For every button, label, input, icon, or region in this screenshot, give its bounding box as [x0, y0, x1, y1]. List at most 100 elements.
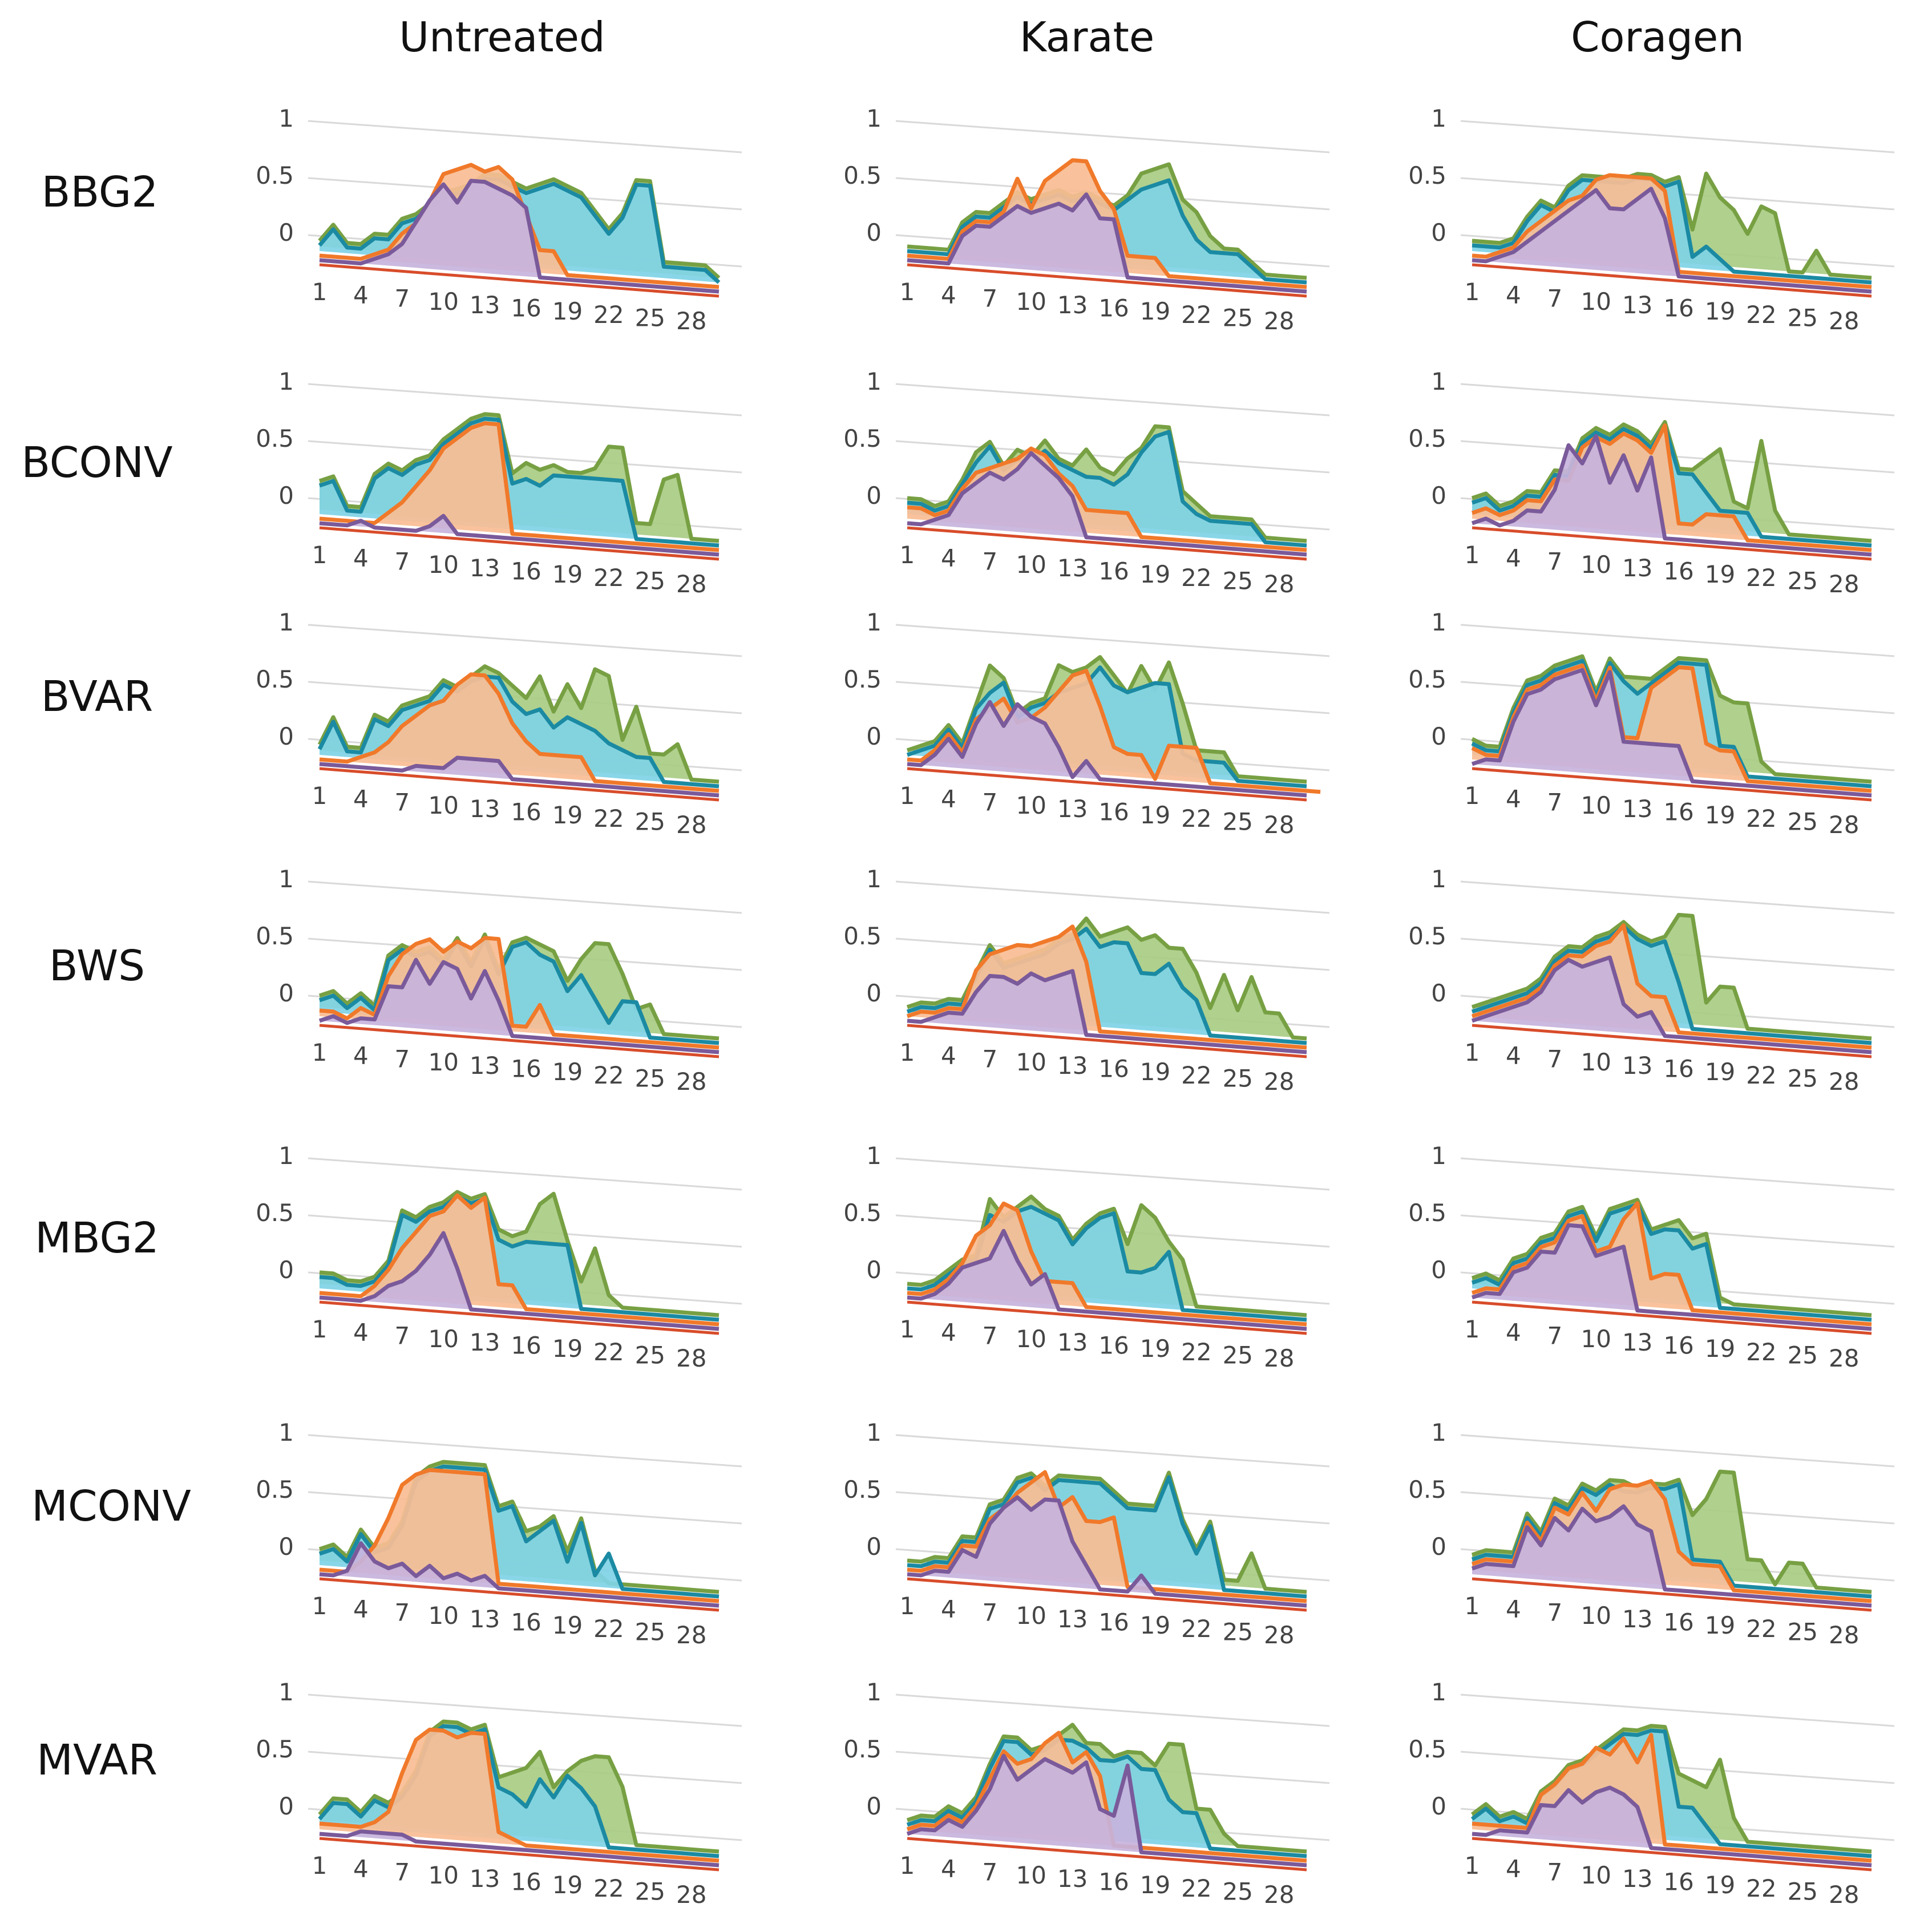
gridline — [895, 880, 1330, 914]
x-tick-label: 22 — [1746, 1061, 1776, 1089]
gridline — [308, 1693, 742, 1727]
x-tick-label: 7 — [394, 788, 410, 816]
x-tick-label: 25 — [1223, 1878, 1253, 1906]
panel-bbg2-untreated: 10.501 4 7 10 13 16 19 22 25 28 — [256, 104, 742, 335]
x-tick-label: 19 — [1140, 1611, 1170, 1639]
x-tick-label: 10 — [1581, 1861, 1611, 1889]
x-tick-label: 1 — [1465, 278, 1480, 306]
series-line-orange — [319, 163, 720, 289]
x-tick-label: 4 — [941, 281, 956, 309]
series-line-blue — [1471, 425, 1872, 548]
baseline — [319, 1300, 720, 1335]
x-tick-label: 7 — [1547, 1858, 1562, 1886]
x-tick-label: 4 — [941, 544, 956, 572]
x-tick-label: 25 — [1223, 567, 1253, 595]
x-tick-label: 28 — [676, 1621, 706, 1649]
series-line-blue — [907, 1475, 1307, 1599]
gridline — [308, 880, 742, 914]
series-line-orange — [907, 1201, 1307, 1327]
x-tick-label: 22 — [1746, 301, 1776, 329]
series-line-purple — [319, 755, 720, 798]
x-tick-label: 16 — [1663, 1054, 1693, 1082]
series-line-blue — [1471, 658, 1872, 789]
x-tick-label: 7 — [1547, 547, 1562, 575]
gridline — [1460, 624, 1895, 657]
x-tick-label: 4 — [941, 1042, 956, 1070]
x-tick-label: 7 — [394, 1598, 410, 1626]
x-tick-label: 25 — [1788, 1878, 1818, 1906]
baseline — [1472, 1577, 1872, 1612]
x-tick-label: 1 — [900, 1315, 915, 1343]
x-tick-label: 16 — [1663, 1868, 1693, 1895]
x-tick-label: 10 — [429, 1861, 459, 1889]
x-tick-label: 28 — [1829, 1621, 1859, 1649]
series-area-purple — [907, 1231, 1307, 1329]
series-area-purple — [907, 1497, 1307, 1606]
x-tick-label: 1 — [1465, 1592, 1480, 1620]
x-tick-label: 28 — [1264, 1881, 1294, 1909]
y-tick-label: 0.5 — [256, 1735, 294, 1763]
series-line-green — [1471, 1469, 1872, 1594]
gridline — [308, 440, 742, 474]
series-line-blue — [318, 937, 720, 1045]
x-tick-label: 16 — [1663, 1608, 1693, 1636]
x-tick-label: 4 — [1506, 1855, 1521, 1883]
x-tick-label: 28 — [676, 570, 706, 598]
y-tick-label: 1 — [1431, 367, 1446, 395]
x-tick-label: 25 — [635, 567, 665, 595]
y-tick-label: 0.5 — [1408, 922, 1446, 950]
x-tick-label: 7 — [394, 1858, 410, 1886]
x-tick-label: 22 — [1746, 1338, 1776, 1366]
x-tick-label: 7 — [982, 1598, 997, 1626]
panel-bbg2-coragen: 10.501 4 7 10 13 16 19 22 25 28 — [1408, 104, 1895, 335]
y-tick-label: 0 — [278, 219, 294, 246]
y-tick-label: 0 — [278, 1792, 294, 1820]
x-tick-label: 10 — [1581, 791, 1611, 819]
series-line-blue — [317, 674, 720, 789]
x-tick-label: 1 — [1465, 782, 1480, 810]
panel-mbg2-karate: 10.501 4 7 10 13 16 19 22 25 28 — [843, 1142, 1330, 1372]
x-tick-label: 10 — [1581, 1602, 1611, 1630]
x-tick-label: 22 — [1181, 564, 1211, 592]
series-line-orange — [1472, 173, 1872, 289]
y-tick-label: 0 — [278, 1533, 294, 1561]
x-tick-label: 10 — [429, 791, 459, 819]
gridline — [895, 1693, 1330, 1727]
x-tick-label: 4 — [1506, 281, 1521, 309]
x-tick-label: 10 — [1016, 1861, 1046, 1889]
series-line-purple — [1472, 1785, 1872, 1868]
row-label-bconv: BCONV — [21, 438, 173, 487]
y-tick-label: 0 — [278, 1256, 294, 1284]
x-tick-label: 19 — [1705, 560, 1735, 588]
baseline — [1472, 263, 1872, 298]
gridline — [1460, 120, 1895, 153]
x-tick-label: 16 — [1098, 557, 1129, 585]
column-title-coragen: Coragen — [1571, 13, 1744, 61]
series-line-orange — [1471, 423, 1872, 552]
x-tick-label: 13 — [1622, 1052, 1652, 1080]
row-label-bbg2: BBG2 — [42, 168, 159, 217]
y-tick-label: 0 — [866, 482, 882, 510]
x-tick-label: 1 — [900, 1852, 915, 1880]
x-tick-label: 10 — [1581, 1325, 1611, 1353]
x-tick-label: 1 — [1465, 1852, 1480, 1880]
x-tick-label: 28 — [676, 1881, 706, 1909]
x-tick-label: 10 — [1016, 288, 1046, 316]
x-tick-label: 10 — [429, 1325, 459, 1353]
series-line-orange — [319, 672, 720, 793]
x-tick-label: 13 — [470, 795, 500, 823]
gridline — [308, 624, 742, 657]
x-tick-label: 1 — [1465, 541, 1480, 569]
x-tick-label: 19 — [552, 1335, 583, 1363]
x-tick-label: 4 — [353, 281, 369, 309]
x-tick-label: 4 — [941, 1595, 956, 1623]
series-line-orange — [319, 1468, 720, 1603]
y-tick-label: 1 — [866, 608, 882, 636]
x-tick-label: 4 — [353, 785, 369, 813]
series-line-purple — [319, 1231, 720, 1331]
y-tick-label: 1 — [866, 1142, 882, 1170]
y-tick-label: 0.5 — [256, 161, 294, 189]
x-tick-label: 22 — [1181, 1874, 1211, 1902]
y-tick-label: 1 — [1431, 1418, 1446, 1446]
series-line-green — [1472, 171, 1872, 280]
